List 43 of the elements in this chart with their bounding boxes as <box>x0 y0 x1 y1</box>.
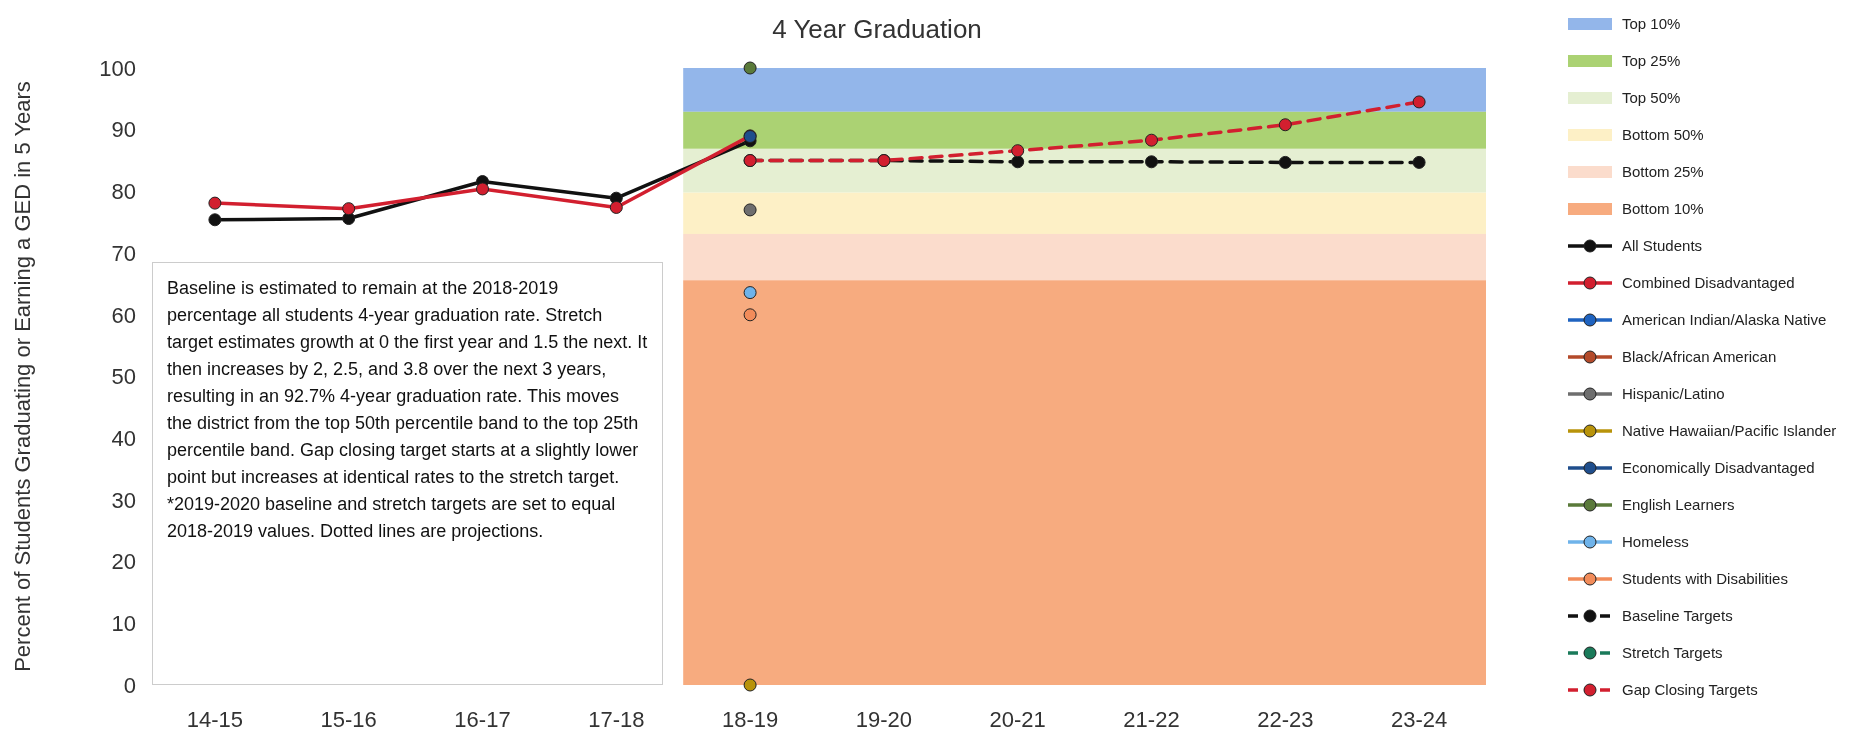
legend-label: Hispanic/Latino <box>1622 385 1725 403</box>
legend-label: Native Hawaiian/Pacific Islander <box>1622 422 1837 440</box>
y-tick-label: 100 <box>99 55 136 81</box>
legend-label: American Indian/Alaska Native <box>1622 311 1827 329</box>
x-tick-label: 19-20 <box>855 707 913 732</box>
x-tick-label: 18-19 <box>721 707 779 732</box>
y-tick-label: 90 <box>111 117 136 143</box>
y-tick-label: 20 <box>111 549 136 575</box>
x-tick-label: 20-21 <box>989 707 1046 732</box>
x-tick-label: 17-18 <box>588 707 645 732</box>
y-tick-label: 10 <box>111 611 136 636</box>
legend-label: Top 25% <box>1622 52 1681 70</box>
x-tick-label: 22-23 <box>1257 707 1314 732</box>
legend-label: Combined Disadvantaged <box>1622 274 1795 292</box>
y-tick-label: 40 <box>111 425 136 451</box>
x-tick-label: 23-24 <box>1390 707 1448 732</box>
y-tick-label: 50 <box>111 364 136 390</box>
y-axis-title: Percent of Students Graduating or Earning a GED in 5 Years <box>10 81 35 672</box>
x-tick-label: 21-22 <box>1123 707 1180 732</box>
y-tick-label: 30 <box>111 487 136 513</box>
x-tick-label: 16-17 <box>454 707 511 732</box>
chart-title: 4 Year Graduation <box>772 14 982 44</box>
x-tick-label: 15-16 <box>320 707 377 732</box>
legend-label: Stretch Targets <box>1622 644 1723 662</box>
y-tick-label: 60 <box>111 302 136 328</box>
legend-label: Bottom 25% <box>1622 163 1704 181</box>
text-box: Baseline is estimated to remain at the 2018-2019 percentage all students 4-year graduation rate. Stretch target estimates growth at 0 the first year and 1.5 the next. It then increases by 2, 2.5, and 3.8 over the next 3 years, resulting in an 92.7% 4-year graduation rate. This moves the district from the top 50th percentile band to the top 25th percentile band. Gap closing target starts at a slightly lower point but increases at identical rates to the stretch target. *2019-2020 baseline and stretch targets are set to equal 2018-2019 values. Dotted lines are projections. <box>152 262 664 685</box>
legend-label: Gap Closing Targets <box>1622 681 1758 699</box>
x-tick-label: 14-15 <box>186 707 244 732</box>
legend-label: Black/African American <box>1622 348 1777 366</box>
legend-label: Homeless <box>1622 533 1689 551</box>
y-tick-label: 80 <box>111 179 136 205</box>
legend-label: Bottom 10% <box>1622 200 1704 218</box>
legend-label: Bottom 50% <box>1622 126 1704 144</box>
legend-label: Top 50% <box>1622 89 1681 107</box>
y-tick-label: 70 <box>111 240 136 266</box>
legend-label: All Students <box>1622 237 1703 255</box>
legend-label: Students with Disabilities <box>1622 570 1788 588</box>
y-tick-label: 0 <box>123 672 136 698</box>
legend-label: English Learners <box>1622 496 1735 514</box>
legend-label: Top 10% <box>1622 15 1681 33</box>
legend-label: Baseline Targets <box>1622 607 1733 625</box>
legend-label: Economically Disadvantaged <box>1622 459 1815 477</box>
